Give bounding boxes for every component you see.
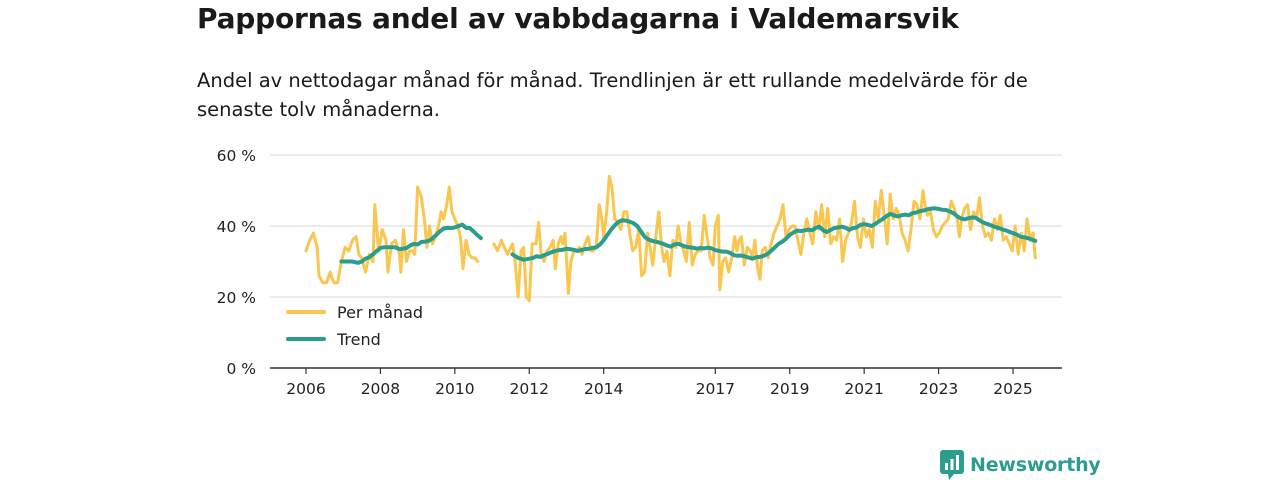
x-tick-label: 2008: [361, 380, 400, 398]
newsworthy-logo[interactable]: Newsworthy: [940, 450, 1101, 480]
x-tick-label: 2017: [696, 380, 735, 398]
gridlines: [270, 154, 1062, 298]
x-tick-label: 2023: [919, 380, 958, 398]
series-lines: [304, 174, 1038, 303]
x-tick-label: 2021: [844, 380, 883, 398]
x-tick-label: 2010: [435, 380, 474, 398]
x-axis: 2006 2008 2010 2012 2014 2017 2019 2021 2023 2025: [270, 367, 1062, 398]
x-tick-label: 2006: [286, 380, 325, 398]
legend-label-per-manad: Per månad: [337, 303, 423, 322]
brand-name: Newsworthy: [970, 454, 1101, 476]
legend: Per månad Trend: [286, 303, 423, 349]
x-tick-label: 2025: [993, 380, 1032, 398]
series-line-per-manad: [492, 174, 1037, 303]
y-tick-label: 40 %: [217, 218, 256, 236]
y-axis-ticks: 0 % 20 % 40 % 60 %: [217, 147, 256, 378]
y-tick-label: 20 %: [217, 289, 256, 307]
chart-title: Pappornas andel av vabbdagarna i Valdema…: [197, 2, 959, 35]
x-tick-label: 2019: [770, 380, 809, 398]
y-tick-label: 60 %: [217, 147, 256, 165]
x-tick-label: 2014: [584, 380, 623, 398]
series-line-trend: [339, 222, 483, 265]
newsworthy-icon: [940, 450, 964, 480]
series-line-per-manad: [304, 185, 480, 285]
legend-label-trend: Trend: [336, 330, 381, 349]
y-tick-label: 0 %: [226, 360, 256, 378]
chart-subtitle: Andel av nettodagar månad för månad. Tre…: [197, 69, 1028, 121]
series-line-trend: [510, 206, 1038, 262]
x-tick-label: 2012: [510, 380, 549, 398]
